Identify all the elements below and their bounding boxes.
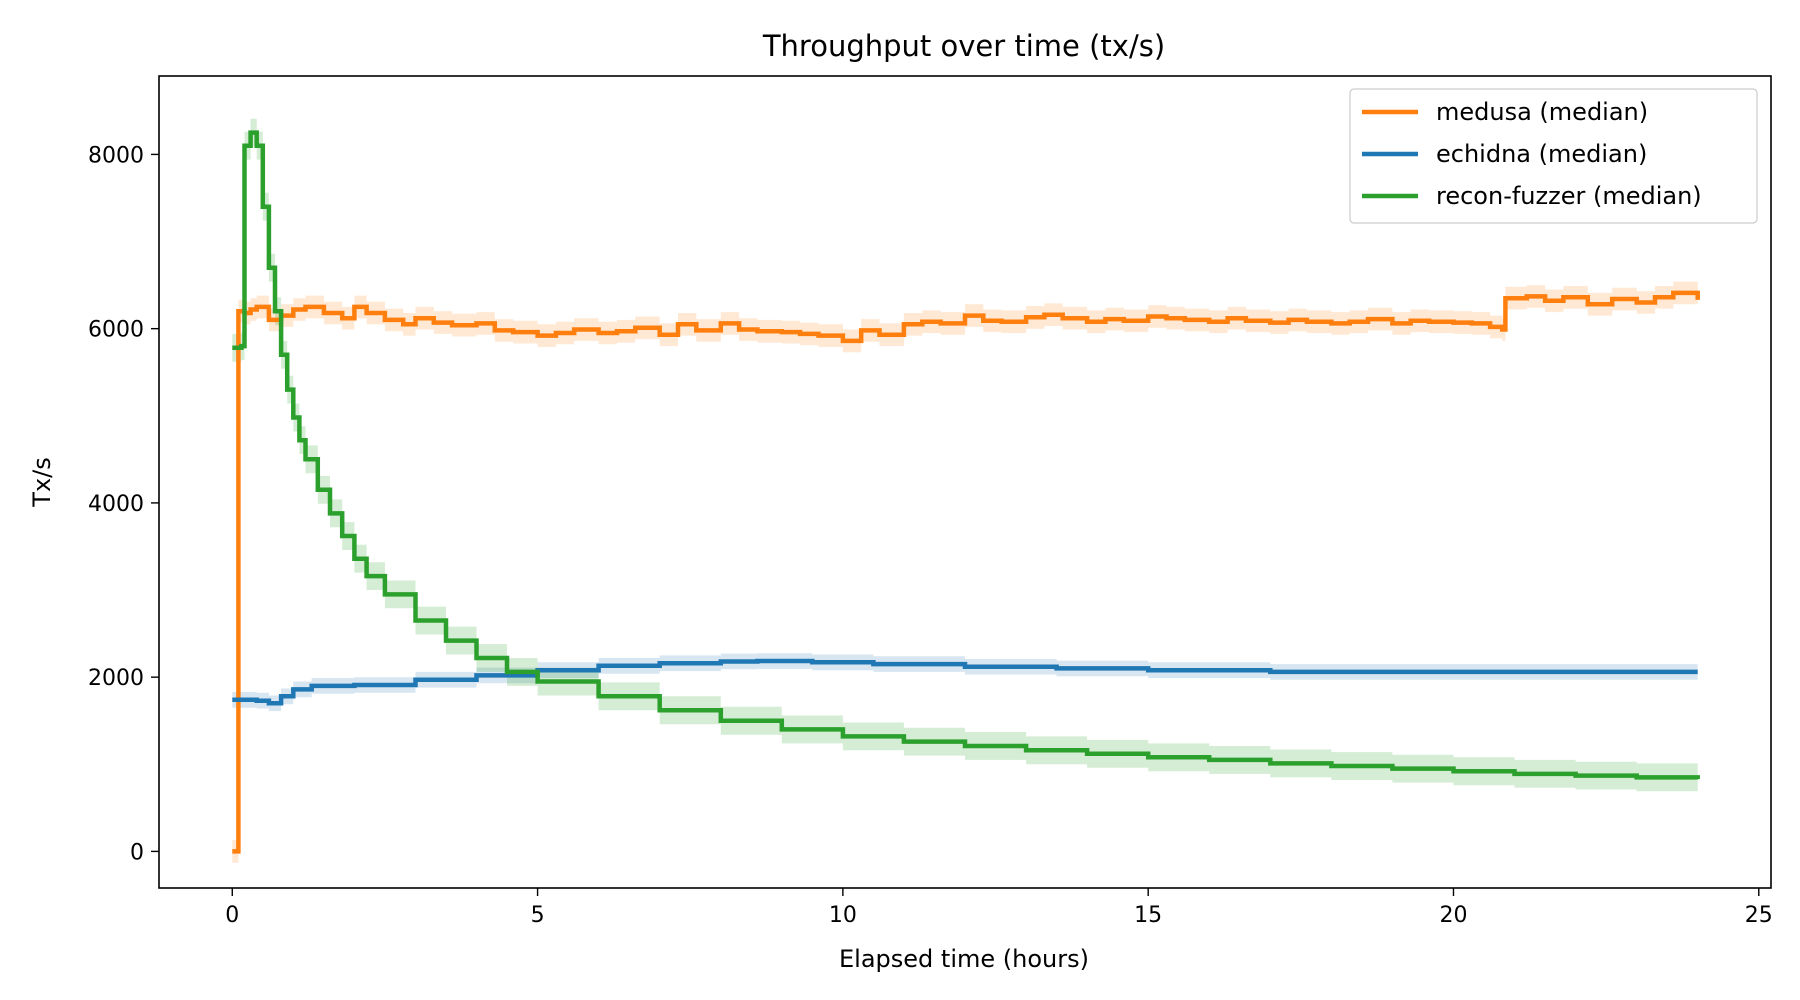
x-tick-label-2: 10 bbox=[829, 903, 857, 928]
plot-frame bbox=[158, 75, 1772, 889]
line-series-1 bbox=[232, 658, 1698, 706]
x-tick-label-3: 15 bbox=[1134, 903, 1162, 928]
y-tick-label-2: 4000 bbox=[88, 492, 144, 517]
legend-label-2: recon-fuzzer (median) bbox=[1436, 182, 1702, 210]
y-axis: 0 2000 4000 6000 8000 bbox=[88, 143, 159, 865]
x-tick-label-0: 0 bbox=[225, 903, 239, 928]
x-axis-label: Elapsed time (hours) bbox=[839, 945, 1089, 973]
legend-box bbox=[1349, 88, 1758, 224]
y-tick-label-4: 8000 bbox=[88, 143, 144, 168]
line-series-2 bbox=[232, 130, 1700, 780]
legend-label-1: echidna (median) bbox=[1436, 140, 1647, 168]
y-tick-label-3: 6000 bbox=[88, 318, 144, 343]
x-axis: 0 5 10 15 20 25 bbox=[225, 888, 1773, 928]
series-lines bbox=[232, 130, 1700, 854]
legend: medusa (median) echidna (median) recon-fuz… bbox=[1349, 88, 1758, 224]
x-tick-label-1: 5 bbox=[531, 903, 545, 928]
chart-title: Throughput over time (tx/s) bbox=[762, 29, 1165, 63]
x-tick-label-5: 25 bbox=[1745, 903, 1773, 928]
y-axis-label: Tx/s bbox=[28, 457, 56, 507]
legend-label-0: medusa (median) bbox=[1436, 98, 1648, 126]
line-series-0 bbox=[232, 290, 1700, 854]
y-tick-label-1: 2000 bbox=[88, 666, 144, 691]
x-tick-label-4: 20 bbox=[1439, 903, 1467, 928]
y-tick-label-0: 0 bbox=[130, 840, 144, 865]
